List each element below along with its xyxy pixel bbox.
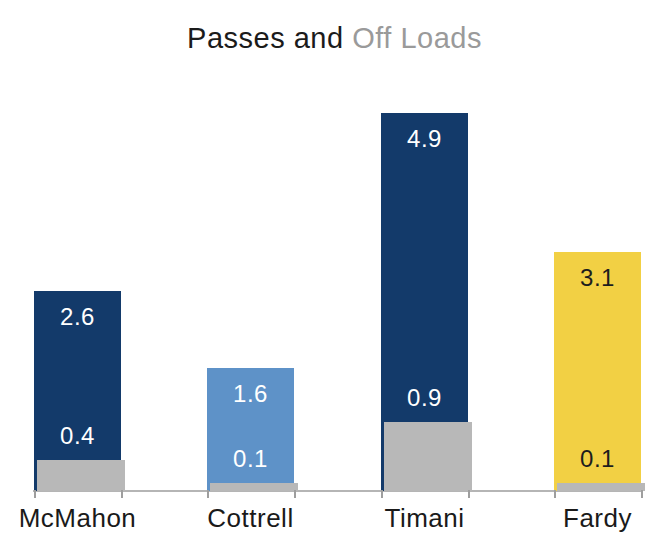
category-label-fardy: Fardy (511, 503, 669, 534)
value-label-offloads-timani: 0.9 (381, 386, 468, 410)
x-axis-tick (34, 490, 36, 498)
category-label-timani: Timani (338, 503, 511, 534)
bar-offloads-mcmahon (37, 460, 125, 491)
category-label-cottrell: Cottrell (164, 503, 337, 534)
value-label-passes-cottrell: 1.6 (207, 382, 294, 406)
chart-title-offloads: Off Loads (352, 22, 482, 54)
value-label-passes-mcmahon: 2.6 (34, 305, 121, 329)
value-label-passes-fardy: 3.1 (554, 266, 641, 290)
chart-title: Passes and Off Loads (0, 22, 669, 55)
bar-offloads-timani (384, 422, 472, 491)
bar-offloads-fardy (557, 483, 645, 491)
x-axis-tick (207, 490, 209, 498)
x-axis-tick (554, 490, 556, 498)
chart-title-passes: Passes and (187, 22, 344, 54)
chart-plot-area: 2.60.4McMahon1.60.1Cottrell4.90.9Timani3… (34, 91, 646, 491)
value-label-offloads-cottrell: 0.1 (207, 447, 294, 471)
x-axis-tick (641, 490, 643, 498)
value-label-offloads-mcmahon: 0.4 (34, 424, 121, 448)
bar-offloads-cottrell (210, 483, 298, 491)
category-label-mcmahon: McMahon (0, 503, 164, 534)
value-label-passes-timani: 4.9 (381, 127, 468, 151)
passes-offloads-chart: Passes and Off Loads 2.6 0.4 McMahon 1.6 0.1… (0, 0, 669, 545)
value-label-offloads-fardy: 0.1 (554, 447, 641, 471)
x-axis-tick (381, 490, 383, 498)
x-axis-tick (468, 490, 470, 498)
x-axis-tick (121, 490, 123, 498)
x-axis-tick (294, 490, 296, 498)
